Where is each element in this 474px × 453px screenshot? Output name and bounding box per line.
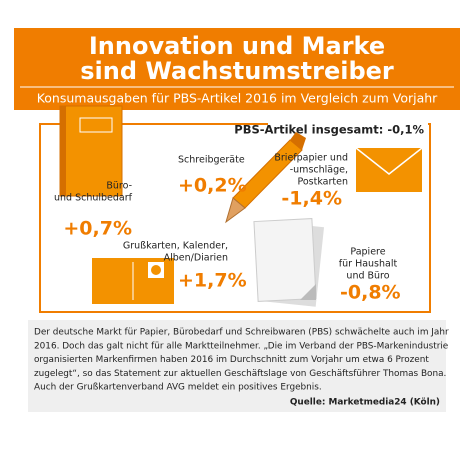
pen-icon <box>225 132 306 224</box>
source: Quelle: Marketmedia24 (Köln) <box>290 398 440 408</box>
item-label: und Schulbedarf <box>54 193 133 204</box>
item-label: Schreibgeräte <box>178 155 245 166</box>
item-label: Büro- <box>106 181 132 192</box>
item-change: +0,7% <box>63 218 132 240</box>
subtitle: Konsumausgaben für PBS-Artikel 2016 im V… <box>37 91 438 106</box>
item-change: -0,8% <box>340 282 401 304</box>
item-label: Alben/Diarien <box>164 253 228 264</box>
item-label: -umschläge, <box>290 165 348 176</box>
item-change: +0,2% <box>178 175 247 197</box>
frame <box>39 123 431 313</box>
header-band <box>14 28 460 110</box>
title-line: Innovation und Marke <box>89 32 385 60</box>
item-label: und Büro <box>346 271 389 282</box>
envelope-icon <box>355 147 423 192</box>
total-bg <box>268 122 428 136</box>
total: PBS-Artikel insgesamt: -0,1% <box>234 123 424 137</box>
item-change: -1,4% <box>281 188 342 210</box>
item-label: Grußkarten, Kalender, <box>123 241 228 252</box>
body-line: Auch der Grußkartenverband AVG meldet ei… <box>34 383 322 393</box>
paper-icon <box>253 218 325 307</box>
item-change: +1,7% <box>178 270 247 292</box>
item-label: für Haushalt <box>339 259 398 270</box>
body-text: Der deutsche Markt für Papier, Bürobedar… <box>34 328 449 393</box>
title-line: sind Wachstumstreiber <box>80 57 394 85</box>
notebook-icon <box>59 105 123 197</box>
item-label: Papiere <box>350 247 385 258</box>
body-line: organisierten Markenfirmen haben 2016 im… <box>34 355 429 365</box>
body-line: Der deutsche Markt für Papier, Bürobedar… <box>34 328 449 338</box>
item-label: Briefpapier und <box>274 153 348 164</box>
body-line: 2016. Doch das galt nicht für alle Markt… <box>34 341 448 351</box>
body-line: zugelegt“, so das Statement zur aktuelle… <box>34 369 446 379</box>
body-box <box>28 320 446 412</box>
card-icon <box>92 258 174 304</box>
item-label: Postkarten <box>297 177 348 188</box>
